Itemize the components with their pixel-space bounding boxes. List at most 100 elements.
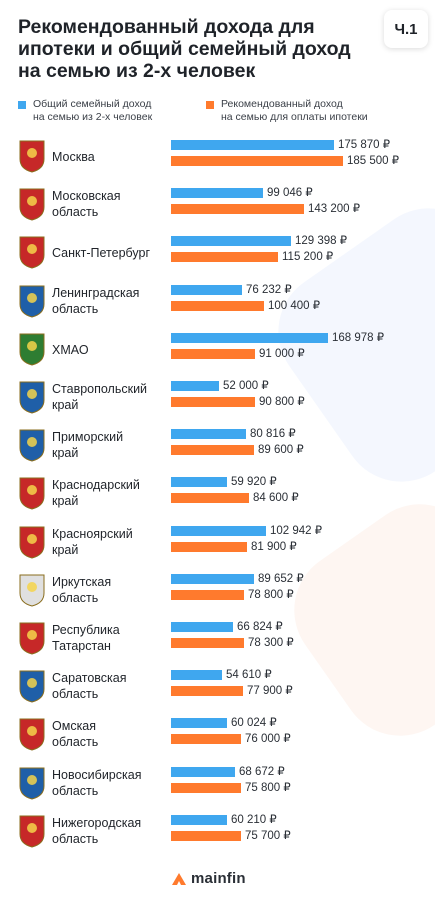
- bar-recommended-income: [171, 589, 244, 600]
- value-label-recommended-income: 75 700 ₽: [245, 829, 291, 842]
- chart-row: Москва 175 870 ₽ 185 500 ₽: [0, 136, 435, 180]
- bar-family-income: [171, 622, 233, 632]
- chart-title: Рекомендованный дохода для ипотеки и общ…: [18, 16, 351, 82]
- value-label-family-income: 60 210 ₽: [231, 813, 277, 826]
- bar-recommended-income: [171, 734, 241, 745]
- value-label-family-income: 168 978 ₽: [332, 331, 385, 344]
- novosibirsk-coat-of-arms-icon: [19, 767, 45, 800]
- bar-family-income: [171, 188, 263, 199]
- chart-row: Ленинградская область 76 232 ₽ 100 400 ₽: [0, 281, 435, 325]
- moscow-coat-of-arms-icon: [19, 140, 45, 173]
- region-label: Приморский край: [52, 430, 124, 461]
- chart-row: Санкт-Петербург 129 398 ₽ 115 200 ₽: [0, 232, 435, 276]
- value-label-recommended-income: 185 500 ₽: [347, 155, 400, 167]
- region-label: Москва: [52, 150, 95, 164]
- bar-recommended-income: [171, 541, 247, 552]
- saratov-coat-of-arms-icon: [19, 670, 45, 703]
- value-label-recommended-income: 81 900 ₽: [251, 540, 297, 553]
- region-label: Ставропольский край: [52, 382, 148, 412]
- legend-item-family-income: Общий семейный доход на семью из 2-х чел…: [18, 98, 152, 124]
- value-label-family-income: 54 610 ₽: [226, 669, 272, 682]
- part-badge: Ч.1: [384, 10, 428, 48]
- value-label-recommended-income: 115 200 ₽: [282, 251, 334, 264]
- region-label: Саратовская область: [52, 671, 127, 702]
- bar-recommended-income: [171, 300, 264, 311]
- bar-family-income: [171, 573, 254, 584]
- chart-row: Нижегородская область 60 210 ₽ 75 700 ₽: [0, 811, 435, 855]
- value-label-family-income: 68 672 ₽: [239, 765, 285, 778]
- value-label-family-income: 60 024 ₽: [231, 717, 277, 730]
- bar-family-income: [171, 381, 219, 391]
- value-label-recommended-income: 84 600 ₽: [253, 492, 299, 505]
- region-label: Красноярский край: [52, 526, 133, 557]
- bar-recommended-income: [171, 493, 249, 504]
- value-label-recommended-income: 90 800 ₽: [259, 396, 305, 408]
- region-label: Республика Татарстан: [52, 623, 120, 653]
- region-label: Московская область: [52, 189, 121, 220]
- krasnodar-coat-of-arms-icon: [19, 477, 45, 510]
- chart-row: Саратовская область 54 610 ₽ 77 900 ₽: [0, 666, 435, 710]
- chart-row: Ставропольский край 52 000 ₽ 90 800 ₽: [0, 377, 435, 421]
- brand-name: mainfin: [191, 870, 246, 887]
- bar-recommended-income: [171, 782, 241, 793]
- value-label-family-income: 59 920 ₽: [231, 476, 277, 489]
- value-label-recommended-income: 77 900 ₽: [247, 685, 293, 698]
- region-label: Краснодарский край: [52, 478, 140, 509]
- region-label: Иркутская область: [52, 574, 112, 605]
- bar-family-income: [171, 670, 222, 681]
- region-label: ХМАО: [52, 342, 89, 357]
- value-label-family-income: 76 232 ₽: [246, 283, 292, 296]
- chart-row: Московская область 99 046 ₽ 143 200 ₽: [0, 184, 435, 228]
- value-label-family-income: 52 000 ₽: [223, 380, 269, 392]
- bar-family-income: [171, 525, 266, 536]
- bar-family-income: [171, 766, 235, 777]
- stavropol-coat-of-arms-icon: [19, 381, 45, 414]
- region-label: Омская область: [52, 719, 99, 750]
- value-label-family-income: 102 942 ₽: [270, 524, 323, 537]
- bar-family-income: [171, 477, 227, 488]
- value-label-family-income: 129 398 ₽: [295, 235, 348, 248]
- bar-family-income: [171, 236, 291, 247]
- mainfin-logo-icon: [172, 872, 186, 885]
- legend-label-family-income: Общий семейный доход на семью из 2-х чел…: [33, 98, 153, 123]
- value-label-recommended-income: 76 000 ₽: [245, 733, 291, 746]
- chart-row: ХМАО 168 978 ₽ 91 000 ₽: [0, 329, 435, 373]
- chart-row: Иркутская область 89 652 ₽ 78 800 ₽: [0, 570, 435, 614]
- legend-swatch-blue: [18, 101, 26, 109]
- legend-swatch-orange: [206, 101, 214, 109]
- chart-row: Краснодарский край 59 920 ₽ 84 600 ₽: [0, 473, 435, 517]
- bar-recommended-income: [171, 445, 254, 456]
- value-label-recommended-income: 100 400 ₽: [268, 299, 321, 312]
- value-label-family-income: 89 652 ₽: [258, 572, 304, 585]
- value-label-family-income: 80 816 ₽: [250, 428, 296, 441]
- legend-item-recommended-income: Рекомендованный доход на семью для оплат…: [206, 98, 368, 124]
- bar-family-income: [171, 429, 246, 440]
- region-label: Новосибирская область: [52, 767, 142, 798]
- value-label-recommended-income: 75 800 ₽: [245, 781, 291, 794]
- value-label-recommended-income: 91 000 ₽: [259, 347, 305, 360]
- chart-row: Красноярский край 102 942 ₽ 81 900 ₽: [0, 522, 435, 566]
- leningrad-oblast-coat-of-arms-icon: [19, 285, 45, 318]
- bar-recommended-income: [171, 252, 278, 263]
- tatarstan-coat-of-arms-icon: [19, 622, 45, 655]
- nizhny-novgorod-coat-of-arms-icon: [19, 815, 45, 848]
- region-label: Санкт-Петербург: [52, 246, 151, 261]
- value-label-recommended-income: 143 200 ₽: [308, 203, 361, 216]
- bar-family-income: [171, 814, 227, 825]
- value-label-family-income: 66 824 ₽: [237, 621, 283, 633]
- value-label-recommended-income: 78 300 ₽: [248, 637, 294, 649]
- chart-row: Новосибирская область 68 672 ₽ 75 800 ₽: [0, 763, 435, 807]
- chart-row: Приморский край 80 816 ₽ 89 600 ₽: [0, 425, 435, 469]
- omsk-coat-of-arms-icon: [19, 718, 45, 751]
- value-label-recommended-income: 78 800 ₽: [248, 588, 294, 601]
- bar-recommended-income: [171, 686, 243, 697]
- saint-petersburg-coat-of-arms-icon: [19, 236, 45, 269]
- krasnoyarsk-coat-of-arms-icon: [19, 526, 45, 559]
- chart-row: Омская область 60 024 ₽ 76 000 ₽: [0, 714, 435, 758]
- bar-family-income: [171, 332, 328, 343]
- bar-family-income: [171, 718, 227, 729]
- irkutsk-coat-of-arms-icon: [19, 574, 45, 607]
- chart-row: Республика Татарстан 66 824 ₽ 78 300 ₽: [0, 618, 435, 662]
- region-label: Нижегородская область: [52, 815, 142, 846]
- bar-recommended-income: [171, 156, 343, 166]
